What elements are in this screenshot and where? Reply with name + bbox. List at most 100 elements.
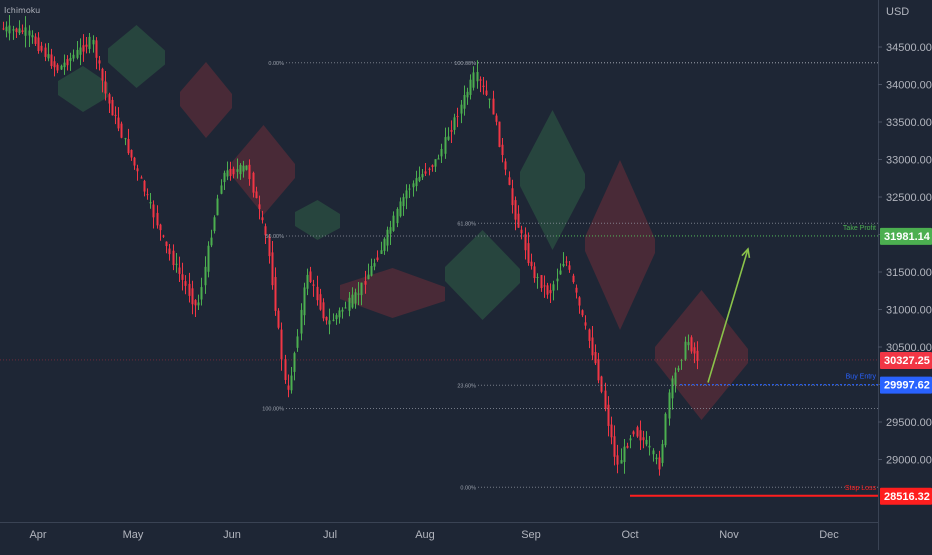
candle-body bbox=[290, 375, 293, 391]
fib-level-label: 23.60% bbox=[457, 383, 476, 389]
candle-body bbox=[552, 284, 555, 291]
candle-body bbox=[248, 164, 251, 180]
fib-level-label: 50.00% bbox=[265, 234, 284, 240]
candle-body bbox=[2, 28, 5, 30]
candle-body bbox=[357, 293, 360, 295]
candle-body bbox=[559, 270, 562, 275]
candle-body bbox=[165, 241, 168, 247]
candle-body bbox=[376, 257, 379, 261]
candle-body bbox=[245, 165, 248, 170]
candle-body bbox=[520, 229, 523, 234]
candle-body bbox=[255, 191, 258, 199]
cloud-segment bbox=[340, 268, 445, 318]
x-tick-label: Jun bbox=[223, 529, 241, 541]
candle-body bbox=[658, 457, 661, 470]
y-tick-label: 33000.00 bbox=[886, 155, 932, 167]
candle-body bbox=[261, 217, 264, 221]
candle-body bbox=[162, 235, 165, 237]
candle-body bbox=[501, 144, 504, 156]
candle-body bbox=[600, 376, 603, 392]
candle-body bbox=[671, 378, 674, 399]
candle-body bbox=[143, 180, 146, 192]
candle-body bbox=[434, 159, 437, 167]
candle-body bbox=[191, 288, 194, 305]
candle-body bbox=[8, 25, 11, 34]
candle-body bbox=[133, 157, 136, 166]
candle-body bbox=[492, 98, 495, 115]
candle-body bbox=[562, 264, 565, 266]
candle-body bbox=[450, 129, 453, 132]
candle-body bbox=[117, 117, 120, 129]
candle-body bbox=[85, 44, 88, 47]
candle-body bbox=[124, 138, 127, 140]
candle-body bbox=[620, 460, 623, 464]
candle-body bbox=[370, 266, 373, 276]
candle-body bbox=[293, 353, 296, 372]
candle-body bbox=[104, 81, 107, 94]
x-tick-label: Aug bbox=[415, 529, 435, 541]
candle-body bbox=[392, 215, 395, 231]
candle-body bbox=[402, 197, 405, 207]
candle-body bbox=[12, 29, 15, 31]
candle-body bbox=[268, 236, 271, 257]
candle-body bbox=[421, 174, 424, 178]
candle-body bbox=[146, 194, 149, 196]
candle-body bbox=[216, 198, 219, 216]
candle-body bbox=[63, 62, 66, 68]
candle-body bbox=[31, 35, 34, 38]
candle-body bbox=[37, 37, 40, 51]
candle-body bbox=[674, 372, 677, 385]
candle-body bbox=[348, 297, 351, 311]
y-tick-label: 34000.00 bbox=[886, 80, 932, 92]
candle-body bbox=[101, 68, 104, 81]
candle-body bbox=[18, 28, 21, 34]
cloud-segment bbox=[180, 62, 232, 138]
ichimoku-cloud bbox=[58, 25, 748, 420]
candle-body bbox=[453, 117, 456, 130]
candle-body bbox=[149, 202, 152, 204]
candle-body bbox=[604, 390, 607, 409]
candle-body bbox=[92, 39, 95, 45]
candle-body bbox=[693, 347, 696, 354]
candle-body bbox=[296, 336, 299, 348]
candle-body bbox=[444, 137, 447, 154]
candle-body bbox=[344, 307, 347, 309]
candle-body bbox=[588, 329, 591, 341]
candlestick-series bbox=[2, 15, 699, 476]
candle-body bbox=[626, 445, 629, 448]
candle-body bbox=[495, 115, 498, 122]
cloud-segment bbox=[58, 66, 108, 112]
currency-label: USD bbox=[886, 6, 910, 18]
candle-body bbox=[229, 168, 232, 176]
candle-body bbox=[15, 28, 18, 33]
candle-body bbox=[568, 265, 571, 270]
candle-body bbox=[383, 238, 386, 251]
candle-body bbox=[354, 292, 357, 304]
candle-body bbox=[527, 243, 530, 264]
candle-body bbox=[197, 302, 200, 306]
candle-body bbox=[543, 285, 546, 287]
candle-body bbox=[594, 351, 597, 364]
indicator-label[interactable]: Ichimoku bbox=[4, 6, 41, 15]
candle-body bbox=[204, 266, 207, 286]
candle-body bbox=[136, 168, 139, 172]
candle-body bbox=[696, 350, 699, 361]
candle-body bbox=[623, 446, 626, 463]
candle-body bbox=[511, 188, 514, 206]
candle-body bbox=[469, 79, 472, 95]
candle-body bbox=[178, 267, 181, 274]
y-tick-label: 31000.00 bbox=[886, 305, 932, 317]
candle-body bbox=[591, 337, 594, 356]
cloud-segment bbox=[445, 230, 520, 320]
candle-body bbox=[271, 252, 274, 286]
price-tag-text-take_profit: 31981.14 bbox=[884, 231, 931, 243]
candle-body bbox=[184, 281, 187, 286]
candle-body bbox=[460, 104, 463, 114]
candle-body bbox=[405, 190, 408, 199]
stop-loss-label: Stop Loss bbox=[845, 485, 877, 492]
candle-body bbox=[172, 250, 175, 266]
candle-body bbox=[56, 64, 59, 71]
